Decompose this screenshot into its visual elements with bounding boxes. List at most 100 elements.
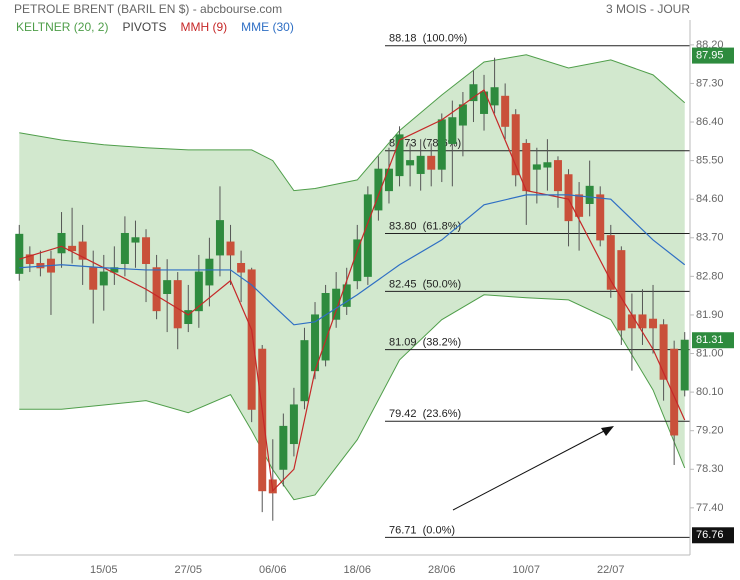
candle-body [353, 239, 362, 282]
candle-body [215, 220, 224, 256]
candle-body [543, 162, 552, 168]
candle-body [448, 117, 457, 144]
fib-label: 81.09 (38.2%) [389, 337, 461, 349]
candle-body [99, 271, 108, 286]
candle-body [152, 267, 161, 312]
candle-body [279, 425, 288, 470]
candle-body [627, 314, 636, 329]
arrow-head [601, 426, 614, 436]
legend-entry: PIVOTS [122, 20, 166, 34]
candle-body [670, 348, 679, 436]
candle-body [258, 348, 267, 492]
candle-body [553, 160, 562, 192]
keltner-lower [19, 294, 686, 501]
candle-body [480, 91, 489, 114]
x-tick-label: 10/07 [513, 564, 541, 576]
candle-body [437, 119, 446, 170]
fib-label: 76.71 (0.0%) [389, 524, 455, 536]
candle-body [173, 280, 182, 329]
candle-body [585, 185, 594, 204]
x-tick-label: 15/05 [90, 564, 118, 576]
candle-body [89, 267, 98, 290]
candle-body [25, 254, 34, 264]
legend-entry: KELTNER (20, 2) [16, 20, 108, 34]
candle-body [163, 280, 172, 295]
candle-body [490, 87, 499, 106]
legend-entry: MMH (9) [181, 20, 228, 34]
candle-body [649, 318, 658, 329]
price-marker-label: 87.95 [696, 49, 724, 61]
x-tick-label: 06/06 [259, 564, 287, 576]
keltner-upper [19, 54, 686, 192]
candle-body [395, 134, 404, 177]
fib-label: 79.42 (23.6%) [389, 408, 461, 420]
candle-body [374, 168, 383, 211]
moving-average [19, 194, 686, 326]
candle-body [596, 194, 605, 241]
y-tick-label: 81.90 [696, 309, 724, 321]
candle-body [458, 104, 467, 126]
candle-body [289, 404, 298, 445]
candle-body [321, 293, 330, 361]
candle-body [237, 262, 246, 273]
fib-label: 83.80 (61.8%) [389, 220, 461, 232]
x-tick-label: 22/07 [597, 564, 625, 576]
y-tick-label: 86.40 [696, 116, 724, 128]
price-marker [692, 527, 734, 544]
y-tick-label: 78.30 [696, 463, 724, 475]
candle-body [406, 160, 415, 166]
candle-body [15, 233, 24, 274]
candle-body [363, 194, 372, 277]
candle-body [384, 168, 393, 192]
x-tick-label: 27/05 [175, 564, 203, 576]
y-tick-label: 77.40 [696, 502, 724, 514]
candle-body [184, 310, 193, 325]
candle-body [226, 241, 235, 256]
y-tick-label: 85.50 [696, 155, 724, 167]
y-tick-label: 81.00 [696, 347, 724, 359]
candle-body [427, 155, 436, 170]
candle-body [469, 84, 478, 102]
candle-body [638, 314, 647, 329]
y-tick-label: 83.70 [696, 232, 724, 244]
candle-body [532, 164, 541, 170]
candle-body [617, 250, 626, 331]
candle-body [342, 284, 351, 307]
arrow [452, 429, 607, 511]
candle-body [131, 237, 140, 243]
price-marker-label: 76.76 [696, 529, 724, 541]
y-tick-label: 82.80 [696, 270, 724, 282]
fib-label: 82.45 (50.0%) [389, 278, 461, 290]
legend-entry: MME (30) [241, 20, 294, 34]
y-tick-label: 87.30 [696, 77, 724, 89]
chart-title: PETROLE BRENT (BARIL EN $) - abcbourse.c… [14, 2, 282, 16]
candle-body [575, 194, 584, 217]
candle-body [659, 324, 668, 380]
candle-body [511, 114, 520, 176]
candle-body [300, 340, 309, 402]
y-tick-label: 84.60 [696, 193, 724, 205]
candle-body [194, 271, 203, 312]
candle-body [205, 258, 214, 286]
candle-body [57, 232, 66, 254]
candle-body [606, 235, 615, 290]
candle-body [142, 237, 151, 264]
price-marker [692, 332, 734, 349]
period: 3 MOIS - JOUR [606, 2, 690, 16]
fib-label: 88.18 (100.0%) [389, 33, 467, 45]
plot: 88.18 (100.0%)85.73 (78.6%)83.80 (61.8%)… [15, 33, 690, 538]
y-tick-label: 80.10 [696, 386, 724, 398]
candle-body [416, 155, 425, 174]
price-marker [692, 47, 734, 64]
candle-body [501, 95, 510, 127]
x-tick-label: 28/06 [428, 564, 456, 576]
candle-body [120, 232, 129, 264]
candle-body [680, 339, 689, 391]
moving-average [19, 88, 686, 492]
candle-body [247, 269, 256, 410]
price-marker-label: 81.31 [696, 334, 724, 346]
y-tick-label: 79.20 [696, 425, 724, 437]
candle-body [564, 174, 573, 222]
candle-body [78, 241, 87, 260]
